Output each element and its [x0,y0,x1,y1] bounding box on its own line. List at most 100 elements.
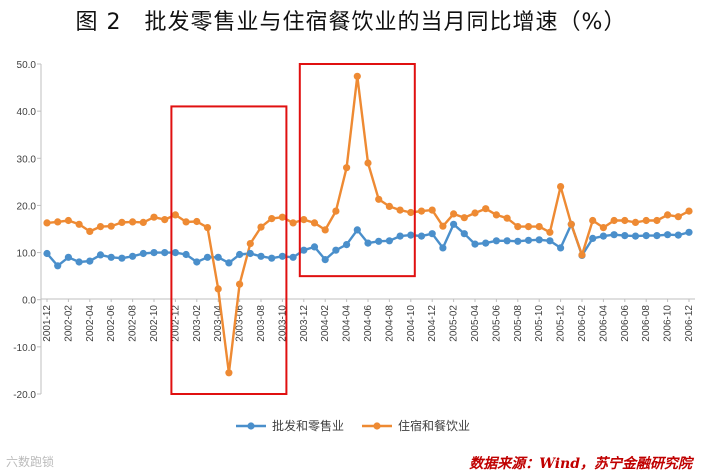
retail-point [118,254,126,262]
catering-point [599,224,608,232]
catering-point [396,206,404,214]
x-tick-label: 2005-12 [556,305,567,342]
highlight-box-2 [298,63,416,278]
catering-point [610,216,618,225]
y-tick-label: -10.0 [13,343,36,354]
retail-point [674,231,682,239]
x-tick-label: 2005-08 [513,305,524,342]
retail-point [343,241,351,249]
catering-point [460,214,468,222]
highlight-boxes [170,63,416,396]
catering-point [535,223,543,231]
watermark-text: 六数跑锁 [6,455,55,469]
catering-point [589,216,597,225]
retail-point [54,262,62,270]
catering-point [364,159,372,167]
catering-point [343,164,351,172]
retail-point [407,231,415,239]
catering-point [524,223,533,231]
chart-title: 图 2 批发零售业与住宿餐饮业的当月同比增速（%） [75,10,627,35]
catering-point [450,210,458,218]
catering-point [578,251,586,259]
retail-point [107,253,115,261]
catering-point [193,217,201,226]
retail-point [664,231,672,239]
retail-point [428,230,436,238]
retail-point [375,237,383,245]
retail-point [161,249,169,257]
retail-point [321,256,329,264]
catering-point [257,223,265,231]
retail-point [653,232,661,240]
retail-point [300,246,308,254]
x-tick-label: 2006-08 [641,305,652,342]
catering-point [685,207,693,215]
x-tick-label: 2002-06 [106,305,117,342]
catering-point [225,369,233,377]
retail-point [417,232,426,240]
x-tick-label: 2006-12 [684,305,695,342]
catering-point [674,213,682,221]
catering-point [471,209,479,217]
catering-point [203,224,212,232]
legend-label: 批发和零售业 [272,418,344,433]
legend-marker [373,422,381,430]
retail-point [246,249,254,258]
retail-point [396,232,404,240]
catering-point [64,216,72,225]
catering-point [278,213,286,221]
series-points [43,72,693,377]
x-tick-label: 2005-10 [534,305,545,342]
retail-point [471,240,479,248]
y-tick-labels: 50.0 40.0 30.0 20.0 10.0 0.0 -10.0 -20.0 [13,60,41,401]
catering-point [300,216,308,224]
catering-point [417,207,426,215]
retail-point [289,253,297,261]
retail-point [546,237,554,245]
retail-point [129,252,137,260]
retail-point [193,258,201,266]
x-tick-label: 2002-12 [170,305,181,342]
x-tick-label: 2003-08 [256,305,267,342]
catering-point [96,223,105,231]
y-tick-label: 30.0 [17,154,37,165]
retail-point [450,220,458,228]
y-tick-label: 40.0 [17,107,37,118]
retail-point [524,236,533,244]
retail-point [621,232,629,240]
retail-point [353,226,361,234]
retail-point [492,237,500,245]
x-tick-label: 2001-12 [42,305,53,342]
catering-point [246,240,254,248]
catering-point [482,205,490,213]
x-tick-label: 2004-12 [427,305,438,342]
y-tick-label: 50.0 [17,60,37,71]
legend-marker [247,422,255,430]
x-tick-label: 2002-04 [85,305,96,342]
x-tick-label: 2006-06 [620,305,631,342]
catering-point [86,227,94,235]
catering-point [428,206,436,214]
retail-point [268,254,276,262]
y-tick-label: 20.0 [17,201,37,212]
x-tick-label: 2004-08 [384,305,395,342]
x-tick-label: 2003-12 [299,305,310,342]
retail-point [43,249,51,258]
retail-point [182,250,190,259]
x-tick-label: 2002-08 [128,305,139,342]
x-tick-label: 2004-06 [363,305,374,342]
retail-point [685,228,693,236]
catering-point [182,218,190,226]
retail-point [642,232,650,240]
catering-point [321,226,329,234]
x-tick-label: 2006-02 [577,305,588,342]
x-tick-label: 2002-10 [149,305,160,342]
catering-point [492,211,500,219]
catering-point [310,219,319,227]
retail-point [214,253,222,261]
catering-point [289,219,297,227]
retail-point [589,234,597,242]
catering-point [567,220,575,228]
x-tick-label: 2006-04 [598,305,609,342]
